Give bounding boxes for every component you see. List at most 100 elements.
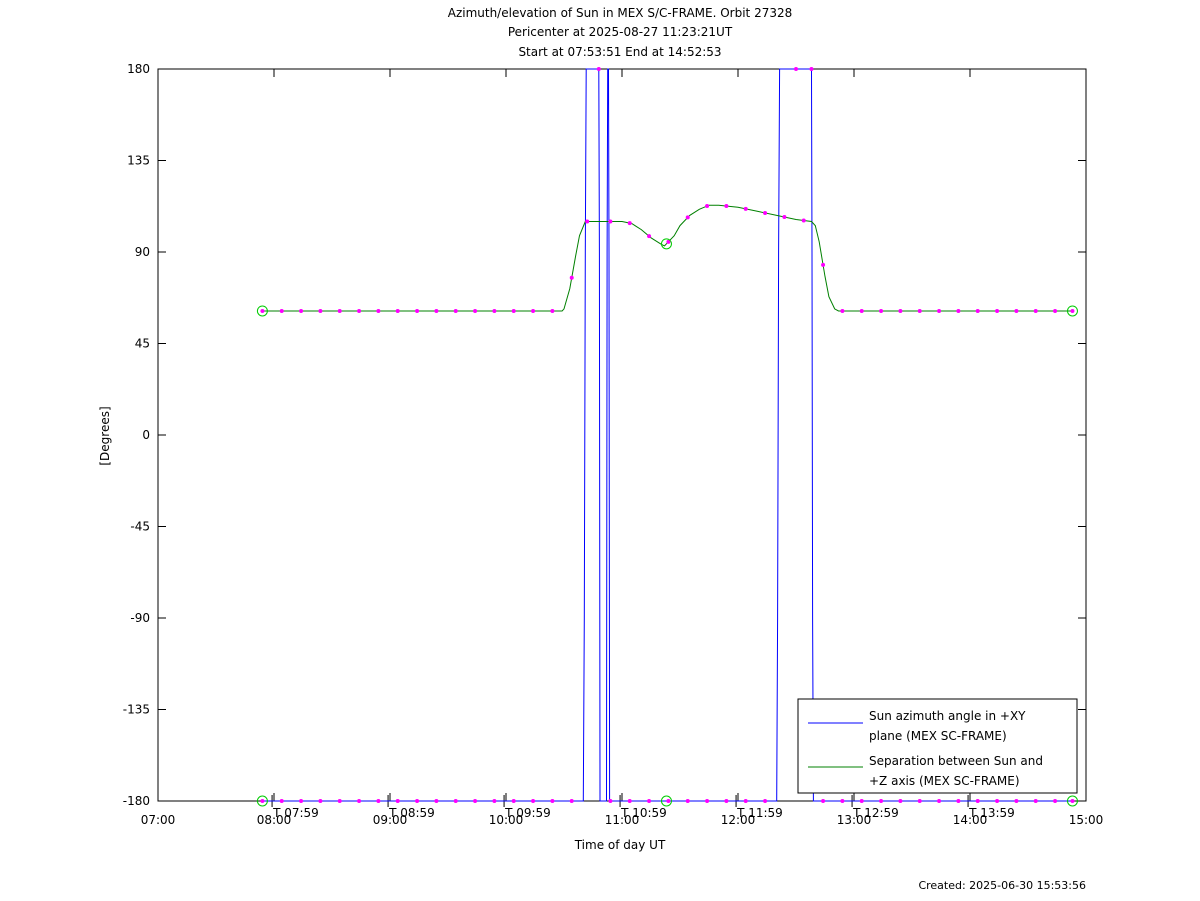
orbit-ticks: T 07:59 T 08:59 T 09:59 T 10:59 T 11:59 T 12:… [271,795,1015,820]
data-point-marker [743,206,748,211]
data-point-marker [782,215,787,220]
data-point-marker [473,799,478,803]
x-tick-label: 14:00 [953,813,988,827]
data-point-marker [666,239,671,244]
data-point-marker [585,219,590,224]
data-point-marker [531,308,536,313]
data-point-marker [608,219,613,224]
x-tick-label: 08:00 [257,813,292,827]
orbit-tick-label: T 08:59 [388,806,435,820]
y-tick-label: -90 [130,611,150,625]
data-point-marker [917,799,922,803]
data-point-marker [821,262,826,267]
x-tick-label: 12:00 [721,813,756,827]
data-point-marker [492,308,497,313]
x-tick-label: 09:00 [373,813,408,827]
orbit-tick-label: T 10:59 [620,806,667,820]
data-point-marker [337,308,342,313]
data-point-marker [1033,308,1038,313]
data-point-marker [801,218,806,223]
data-point-marker [705,204,710,209]
data-point-marker [840,799,845,803]
data-point-marker [956,308,961,313]
y-tick-label: 135 [127,154,150,168]
data-point-marker [995,308,1000,313]
data-point-marker [260,308,265,313]
data-point-marker [937,308,942,313]
data-point-marker [569,799,574,803]
data-point-marker [318,799,323,803]
data-point-marker [492,799,497,803]
data-point-marker [937,799,942,803]
data-point-marker [1033,799,1038,803]
data-point-marker [395,799,400,803]
data-point-marker [898,308,903,313]
x-tick-label: 15:00 [1069,813,1104,827]
data-point-marker [511,799,516,803]
data-point-marker [531,799,536,803]
data-point-marker [376,308,381,313]
data-point-marker [415,308,420,313]
data-point-marker [879,308,884,313]
data-point-marker [705,799,710,803]
data-point-marker [434,799,439,803]
data-point-marker [569,275,574,280]
y-axis-label: [Degrees] [98,406,112,465]
x-tick-label: 13:00 [837,813,872,827]
legend-label-separation-line-2: +Z axis (MEX SC-FRAME) [869,774,1020,788]
data-point-marker [763,799,768,803]
data-point-marker [627,799,632,803]
data-point-marker [995,799,1000,803]
data-point-marker [395,308,400,313]
title-line-2: Pericenter at 2025-08-27 11:23:21UT [508,25,733,39]
data-point-marker [647,799,652,803]
data-point-marker [1070,308,1075,313]
data-point-marker [279,308,284,313]
data-point-marker [596,67,601,71]
data-point-marker [743,799,748,803]
x-tick-labels: 07:00 08:00 09:00 10:00 11:00 12:00 13:00 14:00… [141,813,1104,827]
legend-label-azimuth-line-1: Sun azimuth angle in +XY [869,709,1026,723]
data-point-marker [1014,799,1019,803]
title-line-1: Azimuth/elevation of Sun in MEX S/C-FRAM… [448,6,793,20]
y-tick-label: 90 [135,245,150,259]
data-point-marker [1014,308,1019,313]
highlight-circle-marker [1066,795,1078,807]
highlight-circle-marker [660,795,672,807]
data-point-marker [685,215,690,220]
data-point-marker [763,210,768,215]
series-lines [262,68,1073,802]
data-point-marker [260,799,265,803]
data-point-marker [550,799,555,803]
y-tick-label: 0 [142,428,150,442]
highlight-circle-marker [660,238,672,250]
data-point-marker [473,308,478,313]
x-tick-label: 10:00 [489,813,524,827]
data-point-marker [975,308,980,313]
data-point-marker [821,799,826,803]
data-point-marker [724,204,729,209]
highlight-circle-marker [256,795,268,807]
title-line-3: Start at 07:53:51 End at 14:52:53 [518,45,721,59]
data-point-marker [794,67,798,71]
legend-box [797,698,1078,794]
created-timestamp: Created: 2025-06-30 15:53:56 [918,879,1086,892]
data-point-marker [917,308,922,313]
axis-ticks [157,68,1087,802]
legend-label-separation-line-1: Separation between Sun and [869,754,1043,768]
orbit-tick-label: T 11:59 [736,806,783,820]
data-point-marker [511,308,516,313]
x-tick-label: 07:00 [141,813,176,827]
data-point-marker [647,234,652,239]
data-point-marker [550,308,555,313]
data-point-marker [357,799,362,803]
plot-frame [157,68,1087,802]
y-tick-labels: 180 135 90 45 0 -45 -90 -135 -180 [123,62,150,808]
data-point-marker [898,799,903,803]
series-line-separation [262,204,1073,312]
x-axis-label: Time of day UT [574,838,666,852]
data-point-marker [1053,799,1058,803]
legend: Sun azimuth angle in +XY plane (MEX SC-F… [797,698,1078,794]
series-line-azimuth [262,68,1073,802]
